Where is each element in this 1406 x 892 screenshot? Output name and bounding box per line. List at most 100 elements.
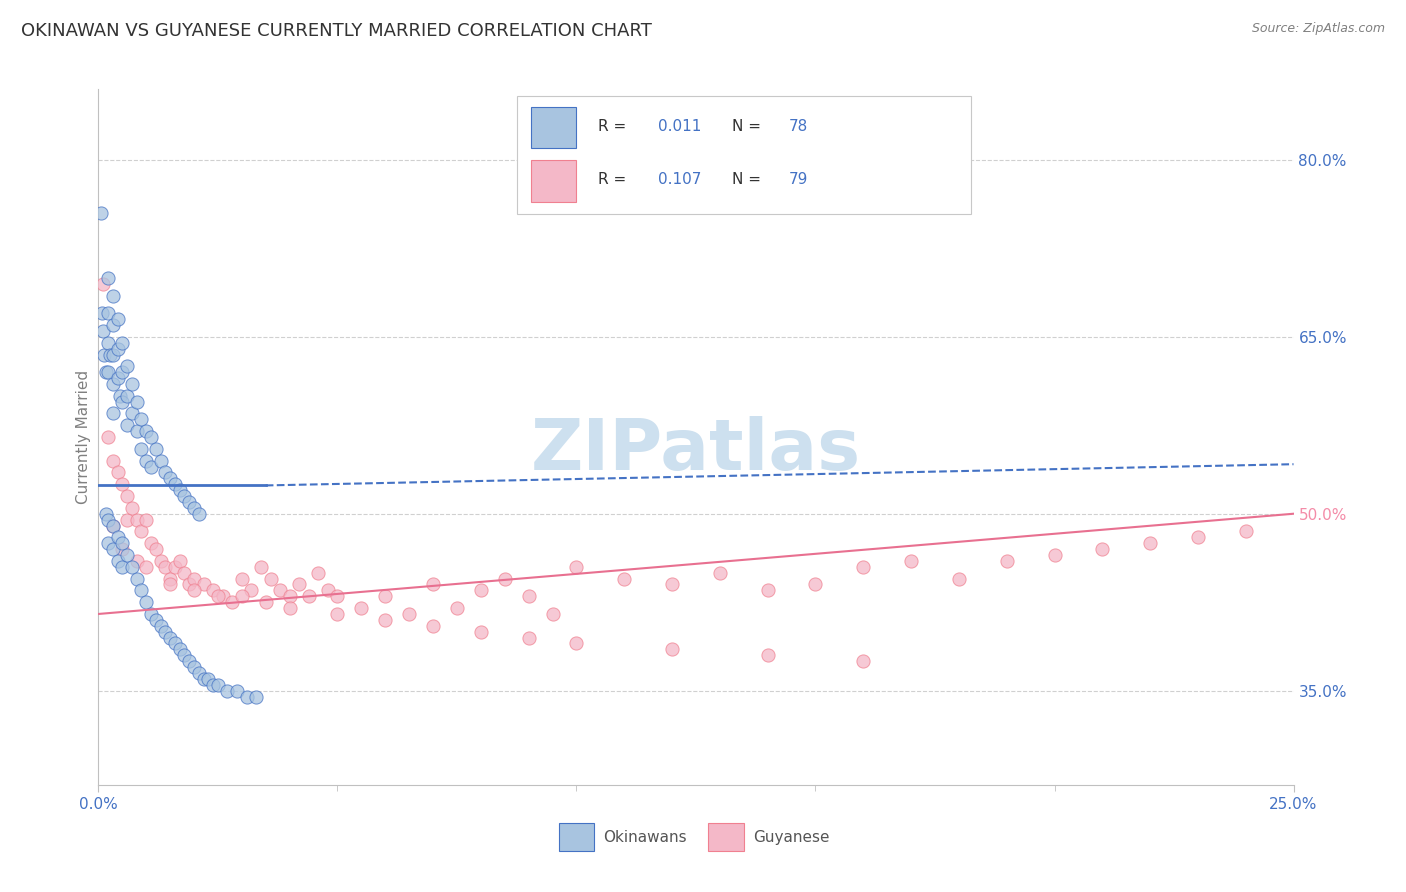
Point — [1187, 530, 1209, 544]
Point — [173, 566, 195, 580]
Point — [111, 335, 134, 350]
Point — [226, 683, 249, 698]
Point — [1043, 548, 1066, 562]
Point — [187, 665, 209, 680]
Point — [278, 601, 301, 615]
Point — [159, 631, 181, 645]
Point — [125, 424, 148, 438]
Text: 78: 78 — [789, 119, 808, 134]
Point — [135, 453, 157, 467]
Point — [149, 453, 172, 467]
Point — [107, 554, 129, 568]
Point — [155, 559, 177, 574]
Point — [111, 536, 134, 550]
Point — [125, 513, 148, 527]
Point — [101, 377, 124, 392]
Point — [852, 654, 875, 668]
Text: 0.107: 0.107 — [658, 172, 702, 187]
Point — [316, 583, 339, 598]
Point — [101, 518, 124, 533]
Point — [115, 389, 138, 403]
Bar — [531, 107, 576, 148]
Point — [307, 566, 329, 580]
Point — [139, 459, 162, 474]
Point — [470, 624, 492, 639]
Point — [115, 513, 138, 527]
Text: Source: ZipAtlas.com: Source: ZipAtlas.com — [1251, 22, 1385, 36]
Point — [193, 672, 215, 686]
Point — [97, 365, 120, 379]
Point — [1234, 524, 1257, 539]
Point — [131, 524, 153, 539]
Point — [121, 407, 143, 421]
Point — [155, 624, 177, 639]
Point — [173, 489, 195, 503]
Point — [852, 559, 875, 574]
Point — [207, 589, 229, 603]
Point — [145, 442, 167, 456]
Point — [221, 595, 243, 609]
Point — [115, 418, 138, 433]
Point — [948, 572, 970, 586]
Point — [101, 518, 124, 533]
Y-axis label: Currently Married: Currently Married — [76, 370, 91, 504]
Point — [115, 548, 138, 562]
Point — [97, 536, 120, 550]
Point — [121, 500, 143, 515]
Point — [111, 559, 134, 574]
Point — [326, 589, 349, 603]
Text: N =: N = — [733, 172, 766, 187]
Point — [202, 678, 225, 692]
Point — [422, 577, 444, 591]
Point — [1139, 536, 1161, 550]
Point — [135, 595, 157, 609]
Point — [240, 583, 263, 598]
Point — [91, 277, 114, 291]
Point — [121, 559, 143, 574]
Point — [250, 559, 273, 574]
Point — [115, 359, 138, 374]
Point — [374, 589, 396, 603]
Point — [187, 507, 209, 521]
Point — [326, 607, 349, 621]
Point — [139, 536, 162, 550]
Point — [93, 347, 115, 361]
Point — [756, 648, 779, 663]
Point — [470, 583, 492, 598]
Point — [159, 471, 181, 485]
FancyBboxPatch shape — [517, 96, 970, 214]
Point — [94, 365, 117, 379]
Point — [139, 430, 162, 444]
Point — [661, 577, 683, 591]
Point — [101, 407, 124, 421]
Point — [107, 530, 129, 544]
Point — [254, 595, 277, 609]
Point — [135, 559, 157, 574]
Point — [804, 577, 827, 591]
Point — [145, 613, 167, 627]
Point — [111, 477, 134, 491]
Point — [135, 513, 157, 527]
Point — [101, 288, 124, 302]
Point — [183, 572, 205, 586]
Bar — [558, 823, 595, 851]
Point — [422, 619, 444, 633]
Text: Okinawans: Okinawans — [603, 830, 686, 845]
Point — [101, 347, 124, 361]
Point — [101, 318, 124, 332]
Point — [107, 342, 129, 356]
Point — [97, 513, 120, 527]
Point — [107, 466, 129, 480]
Point — [169, 554, 191, 568]
Point — [163, 559, 186, 574]
Point — [565, 559, 588, 574]
Point — [107, 371, 129, 385]
Bar — [709, 823, 744, 851]
Point — [269, 583, 291, 598]
Point — [94, 507, 117, 521]
Point — [97, 306, 120, 320]
Point — [231, 572, 253, 586]
Text: R =: R = — [598, 119, 631, 134]
Point — [398, 607, 420, 621]
Point — [374, 613, 396, 627]
